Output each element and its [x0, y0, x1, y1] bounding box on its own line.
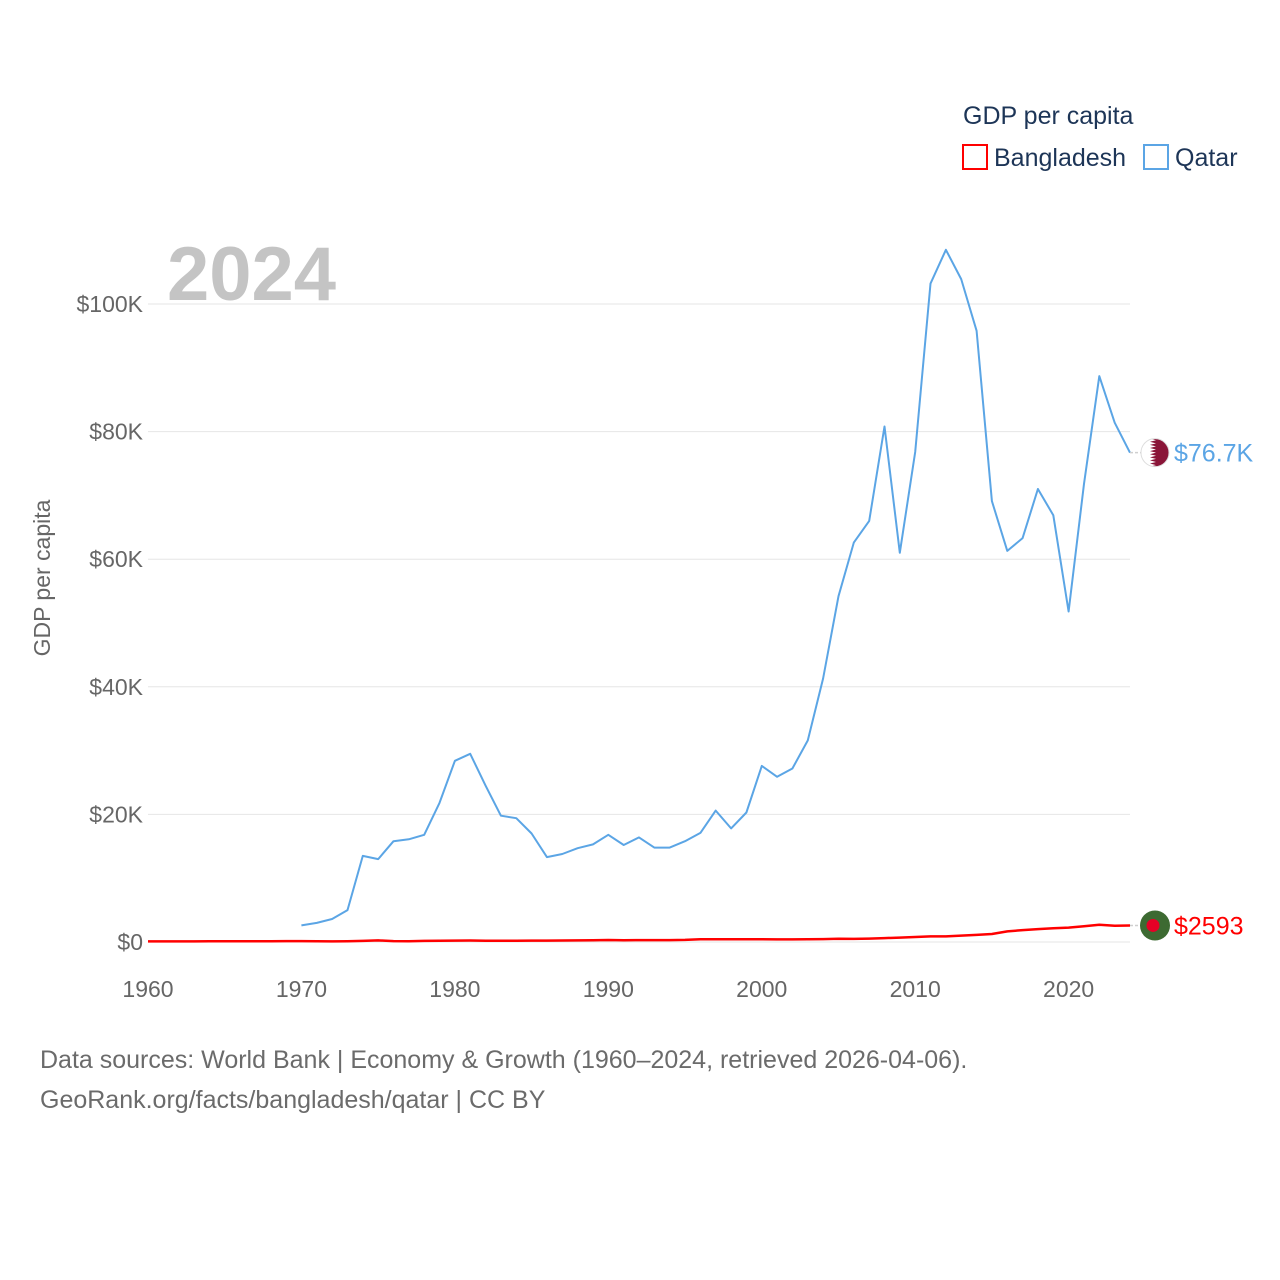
bangladesh-flag-icon — [1140, 910, 1170, 941]
grid-lines — [148, 303, 1130, 943]
attribution-line[interactable]: GeoRank.org/facts/bangladesh/qatar | CC … — [40, 1086, 546, 1114]
x-tick-label: 2020 — [1043, 976, 1094, 1002]
legend-title: GDP per capita — [963, 102, 1134, 130]
y-axis-title: GDP per capita — [29, 499, 55, 656]
end-value-label-qatar: $76.7K — [1174, 440, 1254, 468]
legend-item-qatar[interactable]: Qatar — [1143, 144, 1238, 172]
end-value-label-bangladesh: $2593 — [1174, 912, 1244, 940]
data-source-note: Data sources: World Bank | Economy & Gro… — [40, 1040, 1240, 1120]
series-lines — [148, 248, 1131, 943]
y-tick-label: $80K — [89, 419, 143, 445]
legend: GDP per capita Bangladesh Qatar — [962, 102, 1238, 172]
legend-label-qatar: Qatar — [1175, 144, 1238, 172]
x-tick-label: 1980 — [429, 976, 480, 1002]
series-line-qatar[interactable] — [301, 248, 1131, 927]
qatar-flag-icon — [1140, 438, 1170, 468]
y-tick-label: $100K — [76, 291, 143, 317]
legend-swatch-qatar — [1143, 144, 1169, 170]
y-tick-label: $0 — [117, 929, 143, 955]
x-tick-label: 2010 — [890, 976, 941, 1002]
series-end-markers: $2593 $76.7K — [1130, 438, 1254, 941]
series-line-bangladesh[interactable] — [148, 923, 1131, 943]
y-tick-label: $40K — [89, 674, 143, 700]
y-tick-label: $20K — [89, 801, 143, 827]
x-tick-label: 1990 — [583, 976, 634, 1002]
y-axis-ticks: $0 $20K $40K $60K $80K $100K — [76, 291, 143, 955]
y-tick-label: $60K — [89, 546, 143, 572]
legend-item-bangladesh[interactable]: Bangladesh — [962, 144, 1126, 172]
legend-swatch-bangladesh — [962, 144, 988, 170]
legend-label-bangladesh: Bangladesh — [994, 144, 1126, 172]
x-tick-label: 2000 — [736, 976, 787, 1002]
x-tick-label: 1970 — [276, 976, 327, 1002]
x-axis-ticks: 1960 1970 1980 1990 2000 2010 2020 — [122, 976, 1094, 1002]
source-line: Data sources: World Bank | Economy & Gro… — [40, 1046, 968, 1074]
x-tick-label: 1960 — [122, 976, 173, 1002]
year-label: 2024 — [167, 232, 336, 317]
